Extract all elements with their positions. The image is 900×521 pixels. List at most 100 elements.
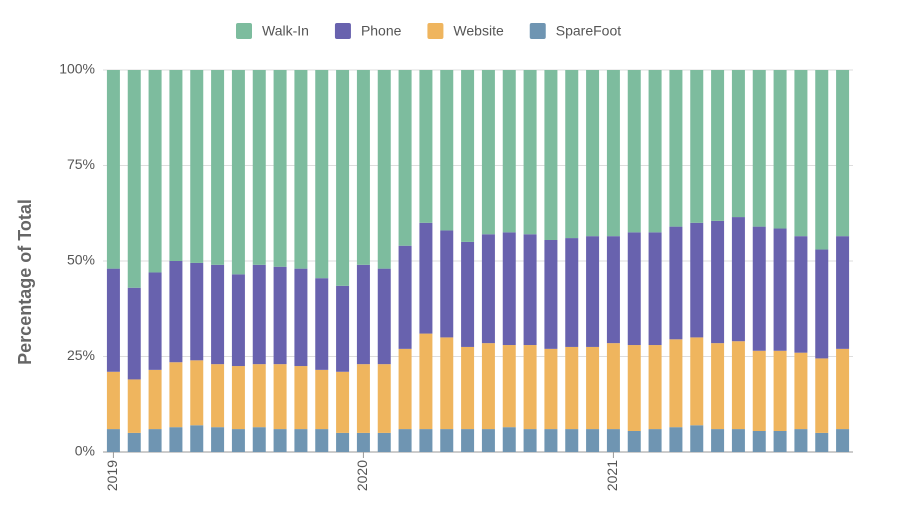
bar-segment [169,427,183,452]
bar-segment [523,429,537,452]
bar-segment [398,70,412,246]
x-tick-label: 2021 [604,460,620,491]
bar-segment [544,70,558,240]
bar-segment [169,70,183,261]
bar-segment [169,261,183,363]
bar-segment [127,70,141,288]
bar-segment [231,70,245,275]
bar-segment [315,278,329,370]
bar-segment [377,268,391,365]
bar-segment [231,429,245,452]
y-tick-label: 0% [75,443,95,459]
bar-segment [336,70,350,286]
bar-segment [669,70,683,227]
bar-segment [815,70,829,250]
bar-segment [752,226,766,351]
bar-segment [315,369,329,430]
bar-segment [127,379,141,433]
bar-segment [190,360,204,426]
y-tick-label: 75% [67,156,95,172]
bar-segment [252,427,266,452]
bar-segment [523,345,537,430]
bar-segment [606,429,620,452]
bar-segment [461,346,475,430]
bar-segment [565,70,579,239]
bar-segment [669,427,683,452]
bar-segment [419,222,433,334]
bar-segment [565,238,579,347]
bar-segment [836,348,850,430]
bar-segment [106,429,120,452]
bar-segment [356,432,370,452]
bar-segment [356,70,370,265]
bar-segment [481,343,495,430]
legend-swatch [427,23,444,39]
bar-segment [606,236,620,344]
bar-segment [731,70,745,218]
bar-segment [148,272,162,370]
bar-segment [461,429,475,452]
bar-segment [398,348,412,430]
bar-segment [481,70,495,235]
bar-segment [211,70,225,265]
bar-segment [502,427,516,452]
bar-segment [398,429,412,452]
bar-segment [648,345,662,430]
bar-segment [773,430,787,452]
bar-segment [648,232,662,346]
bar-segment [752,350,766,431]
bar-segment [252,364,266,428]
bar-segment [294,70,308,269]
bar-segment [377,70,391,269]
bar-segment [711,70,725,221]
bar-segment [231,366,245,430]
bar-segment [648,429,662,452]
bar-segment [419,70,433,223]
bar-segment [711,220,725,344]
bar-segment [398,245,412,349]
bar-segment [502,345,516,428]
bar-segment [690,425,704,452]
bar-segment [336,285,350,372]
bar-segment [294,268,308,367]
bar-segment [252,264,266,365]
bar-segment [461,241,475,347]
bar-segment [440,429,454,452]
bar-segment [586,429,600,452]
bar-segment [731,429,745,452]
bar-segment [731,217,745,342]
legend-label: Website [453,23,504,39]
bar-segment [273,429,287,452]
bar-segment [794,70,808,237]
bar-segment [211,264,225,365]
bar-segment [169,362,183,428]
bar-segment [315,70,329,279]
bar-segment [440,230,454,338]
bar-segment [544,239,558,349]
bar-segment [481,234,495,344]
bar-segment [440,70,454,231]
bar-segment [627,232,641,346]
bar-segment [586,236,600,347]
y-axis-label: Percentage of Total [15,199,35,365]
bar-segment [627,345,641,431]
legend-label: Phone [361,23,402,39]
bar-segment [669,339,683,428]
bar-segment [106,371,120,430]
bar-segment [690,222,704,338]
bar-segment [211,364,225,428]
bar-segment [627,70,641,233]
bar-segment [190,262,204,361]
bar-segment [815,249,829,359]
bar-segment [773,350,787,431]
bar-segment [815,432,829,452]
bar-segment [523,70,537,235]
legend-label: Walk-In [262,23,309,39]
bar-segment [586,346,600,430]
bar-segment [690,70,704,223]
bar-segment [711,343,725,430]
bar-segment [565,346,579,430]
y-tick-label: 100% [59,61,95,77]
bar-segment [440,337,454,430]
